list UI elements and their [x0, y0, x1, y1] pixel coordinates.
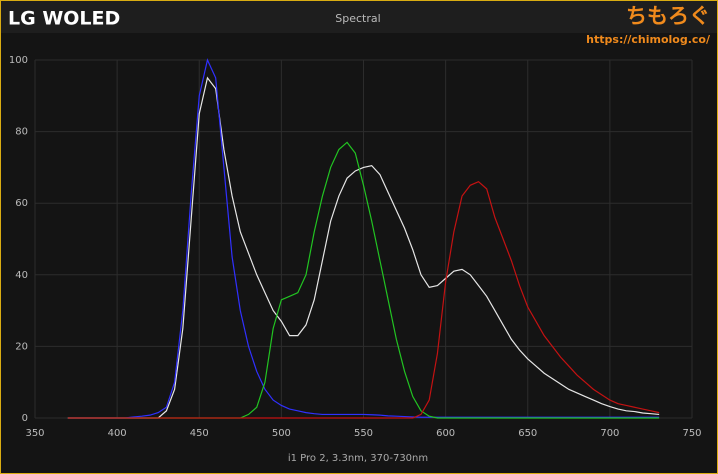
spectrum-line [67, 76, 660, 419]
y-tick-label: 60 [15, 198, 28, 209]
x-tick-label: 450 [190, 428, 209, 439]
logo: ちもろぐ [626, 4, 710, 28]
spectrum-line [67, 181, 660, 419]
chart-title: Spectral [335, 12, 380, 25]
x-tick-label: 650 [518, 428, 537, 439]
x-tick-label: 700 [600, 428, 619, 439]
spectrum-line [67, 58, 660, 419]
x-tick-label: 600 [436, 428, 455, 439]
x-tick-label: 400 [108, 428, 127, 439]
x-axis-label: i1 Pro 2, 3.3nm, 370-730nm [288, 453, 428, 464]
y-tick-label: 100 [9, 55, 28, 66]
x-tick-label: 750 [682, 428, 701, 439]
y-tick-label: 80 [15, 127, 28, 138]
x-tick-label: 350 [25, 428, 44, 439]
top-bar [1, 1, 717, 33]
x-tick-label: 550 [354, 428, 373, 439]
y-tick-label: 20 [15, 341, 28, 352]
logo-url: https://chimolog.co/ [586, 33, 711, 46]
y-tick-label: 0 [22, 413, 28, 424]
y-tick-label: 40 [15, 270, 28, 281]
header-title: LG WOLED [8, 8, 120, 30]
x-tick-label: 500 [272, 428, 291, 439]
